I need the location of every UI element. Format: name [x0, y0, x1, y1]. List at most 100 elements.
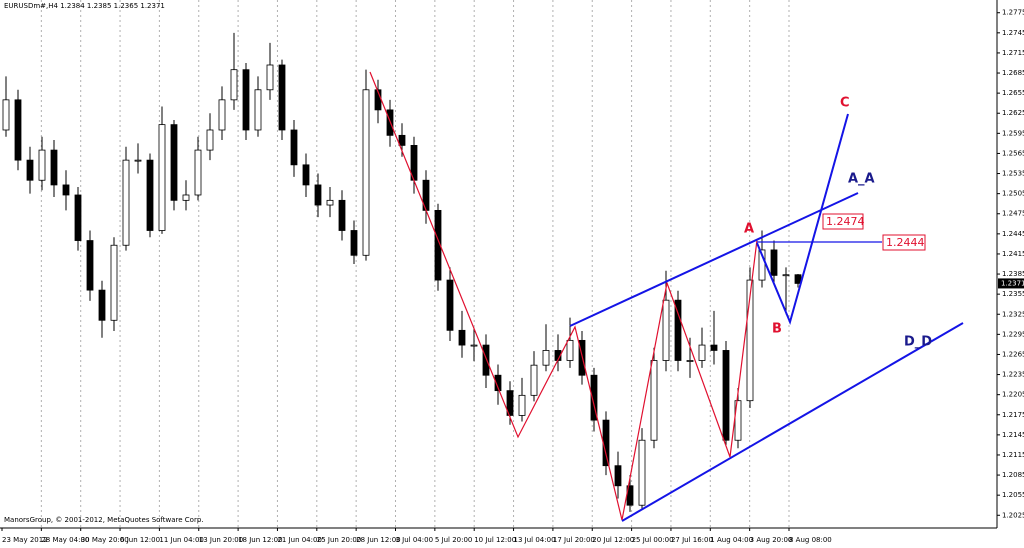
y-tick-label: 1.2145 [1002, 431, 1024, 439]
x-tick-label: 3 Jul 04:00 [396, 536, 434, 544]
candle-body [446, 279, 454, 331]
candle-body [314, 184, 322, 206]
x-tick-label: 27 Jul 16:00 [671, 536, 713, 544]
y-tick-label: 1.2775 [1002, 9, 1024, 17]
x-tick-label: 28 May 04:00 [41, 536, 89, 544]
candle-body [290, 129, 298, 166]
candle-body [110, 244, 118, 321]
candle-body [686, 360, 694, 362]
chart-header: EURUSDm#,H4 1.2384 1.2385 1.2365 1.2371 [4, 2, 165, 10]
candle-body [506, 390, 514, 416]
candle-body [638, 439, 646, 506]
y-tick-label: 1.2475 [1002, 210, 1024, 218]
candle-body [530, 364, 538, 396]
candles [2, 32, 802, 512]
candle-body [434, 209, 442, 281]
candle-body [326, 199, 334, 206]
price-label: 1.2474 [826, 215, 865, 228]
channel-lower [621, 322, 964, 522]
x-tick-label: 13 Jun 20:00 [199, 536, 243, 544]
y-tick-label: 1.2745 [1002, 29, 1024, 37]
x-tick-label: 30 May 20:00 [81, 536, 129, 544]
candle-body [338, 199, 346, 231]
y-tick-label: 1.2685 [1002, 69, 1024, 77]
candle-body [134, 159, 142, 162]
candle-body [62, 184, 70, 196]
axes: 1.2775 1.2745 1.2715 1.2685 1.2655 1.2625 1.25… [1, 9, 1024, 544]
x-tick-label: 17 Jul 20:00 [553, 536, 595, 544]
y-tick-label: 1.2655 [1002, 89, 1024, 97]
candle-body [206, 129, 214, 151]
x-tick-label: 8 Aug 08:00 [789, 536, 832, 544]
candle-body [746, 279, 754, 402]
y-tick-label: 1.2085 [1002, 471, 1024, 479]
candle-body [482, 344, 490, 376]
annotation: A [744, 222, 754, 237]
candle-body [722, 350, 730, 441]
candle-body [50, 149, 58, 186]
candle-body [2, 99, 10, 131]
y-tick-label: 1.2295 [1002, 330, 1024, 338]
candle-body [710, 344, 718, 351]
x-tick-label: 6 Jun 12:00 [120, 536, 160, 544]
candle-body [74, 194, 82, 241]
candle-body [230, 69, 238, 101]
candle-body [218, 99, 226, 131]
x-tick-label: 13 Jul 04:00 [514, 536, 556, 544]
candle-body [470, 344, 478, 347]
x-tick-label: 21 Jun 04:00 [277, 536, 321, 544]
candle-body [458, 329, 466, 346]
candle-body [86, 240, 94, 291]
candle-body [122, 159, 130, 246]
x-tick-label: 25 Jun 20:00 [317, 536, 361, 544]
candle-body [662, 299, 670, 361]
y-tick-label: 1.2055 [1002, 491, 1024, 499]
x-tick-label: 18 Jun 12:00 [238, 536, 282, 544]
projection [756, 113, 849, 326]
annotation: D_D [904, 335, 932, 350]
candle-body [158, 124, 166, 231]
x-tick-label: 5 Jul 20:00 [435, 536, 473, 544]
candle-body [494, 374, 502, 392]
y-tick-label: 1.2115 [1002, 451, 1024, 459]
price-label: 1.2444 [886, 236, 925, 249]
price-label-box [882, 234, 926, 251]
y-tick-label: 1.2505 [1002, 190, 1024, 198]
copyright: ManorsGroup, © 2001-2012, MetaQuotes Sof… [4, 516, 204, 524]
candle-body [518, 394, 526, 416]
y-tick-label: 1.2355 [1002, 290, 1024, 298]
annotation: B [772, 322, 782, 337]
annotation: C [840, 96, 850, 111]
y-tick-label: 1.2625 [1002, 109, 1024, 117]
candle-body [38, 149, 46, 181]
y-tick-label: 1.2175 [1002, 411, 1024, 419]
candle-body [770, 249, 778, 276]
candle-body [14, 99, 22, 161]
y-tick-label: 1.2325 [1002, 310, 1024, 318]
candle-body [602, 419, 610, 467]
x-tick-label: 10 Jul 12:00 [474, 536, 516, 544]
y-tick-label: 1.2445 [1002, 230, 1024, 238]
candle-body [590, 374, 598, 421]
annotation: A_A [848, 172, 875, 187]
candle-body [278, 64, 286, 131]
candle-body [398, 134, 406, 146]
candle-body [242, 69, 250, 131]
x-tick-label: 3 Aug 20:00 [750, 536, 793, 544]
x-tick-label: 11 Jun 04:00 [159, 536, 203, 544]
y-tick-label: 1.2385 [1002, 270, 1024, 278]
candle-body [254, 89, 262, 131]
candle-body [782, 274, 790, 277]
candle-body [614, 465, 622, 487]
candle-body [758, 249, 766, 281]
y-tick-label: 1.2715 [1002, 49, 1024, 57]
candle-body [362, 89, 370, 256]
candle-body [266, 64, 274, 91]
x-tick-label: 23 May 2012 [2, 536, 48, 544]
candle-body [26, 159, 34, 181]
candle-body [674, 299, 682, 361]
y-tick-label: 1.2265 [1002, 350, 1024, 358]
x-tick-label: 1 Aug 04:00 [710, 536, 753, 544]
